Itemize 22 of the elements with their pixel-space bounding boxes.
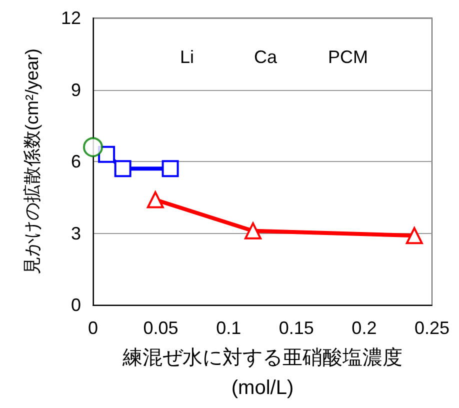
annotation: PCM xyxy=(328,47,368,67)
y-axis-title: 見かけの拡散係数(cm²/year) xyxy=(22,48,42,274)
point xyxy=(114,160,132,178)
annotation: Ca xyxy=(254,47,278,67)
x-tick-label: 0.25 xyxy=(414,318,450,338)
x-tick-label: 0 xyxy=(88,318,98,338)
point xyxy=(406,227,423,244)
y-tick-label: 0 xyxy=(70,295,81,315)
y-tick-label: 6 xyxy=(70,152,81,172)
x-tick-label: 0.15 xyxy=(278,318,314,338)
y-tick-label: 12 xyxy=(60,8,81,28)
y-tick-label: 9 xyxy=(70,80,81,100)
annotation: Li xyxy=(180,47,194,67)
x-tick-label: 0.2 xyxy=(352,318,377,338)
point xyxy=(146,191,164,208)
x-tick-label: 0.05 xyxy=(143,318,178,338)
point xyxy=(83,137,103,158)
y-tick-label: 3 xyxy=(70,223,81,244)
point xyxy=(244,222,262,240)
x-tick-label: 0.1 xyxy=(216,318,242,338)
x-axis-title: 練混ぜ水に対する亜硝酸塩濃度 (mol/L) xyxy=(122,347,402,399)
point xyxy=(162,160,179,178)
